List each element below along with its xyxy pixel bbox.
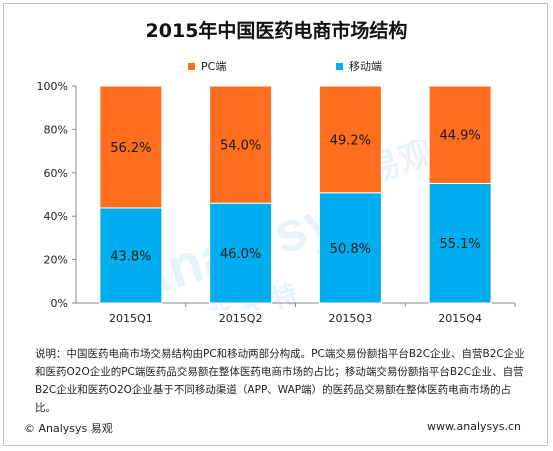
y-tick-label: 20% [44,254,68,267]
bar-segment-mobile [209,202,273,304]
y-tick-label: 40% [44,210,68,223]
x-tick-label: 2015Q2 [219,312,263,325]
data-label-mobile: 55.1% [439,237,480,252]
footer-website: www.analysys.cn [427,420,521,433]
legend-item-mobile: 移动端 [336,58,382,74]
bar-segment-pc [318,85,382,194]
data-label-pc: 44.9% [439,129,480,144]
y-tick-label: 80% [44,123,68,136]
chart-frame [3,3,548,446]
legend: PC端 移动端 [0,58,553,74]
y-tick-label: 60% [44,167,68,180]
chart-title: 2015年中国医药电商市场结构 [145,20,408,42]
legend-label-pc: PC端 [201,60,227,73]
bar-segment-pc [428,85,492,184]
x-tick-label: 2015Q3 [329,312,373,325]
data-label-pc: 54.0% [220,139,261,154]
bar-segment-mobile [99,207,163,304]
y-tick-label: 100% [37,80,68,93]
bar-segment-pc [99,85,163,209]
data-label-mobile: 46.0% [220,247,261,262]
data-label-mobile: 50.8% [330,242,371,257]
bar-segment-pc [209,85,273,204]
data-label-pc: 56.2% [110,141,151,156]
legend-label-mobile: 移动端 [349,60,382,73]
bar-segment-mobile [318,192,382,304]
x-tick-label: 2015Q1 [109,312,153,325]
bar-segment-mobile [428,182,492,304]
stacked-bar-chart: 0% 20% 40% 60% 80% 100% 43.8% 56.2% 2015Q1 46.0% 5… [37,80,516,325]
y-tick-label: 0% [51,297,68,310]
legend-swatch-pc [188,62,195,70]
legend-swatch-mobile [336,62,343,70]
footer-copyright: © Analysys 易观 [24,422,113,435]
data-label-pc: 49.2% [330,133,371,148]
chart-note: 说明：中国医药电商市场交易结构由PC和移动两部分构成。PC端交易份额指平台B2C… [35,348,525,414]
x-tick-label: 2015Q4 [438,312,482,325]
data-label-mobile: 43.8% [110,249,151,264]
legend-item-pc: PC端 [188,58,226,74]
